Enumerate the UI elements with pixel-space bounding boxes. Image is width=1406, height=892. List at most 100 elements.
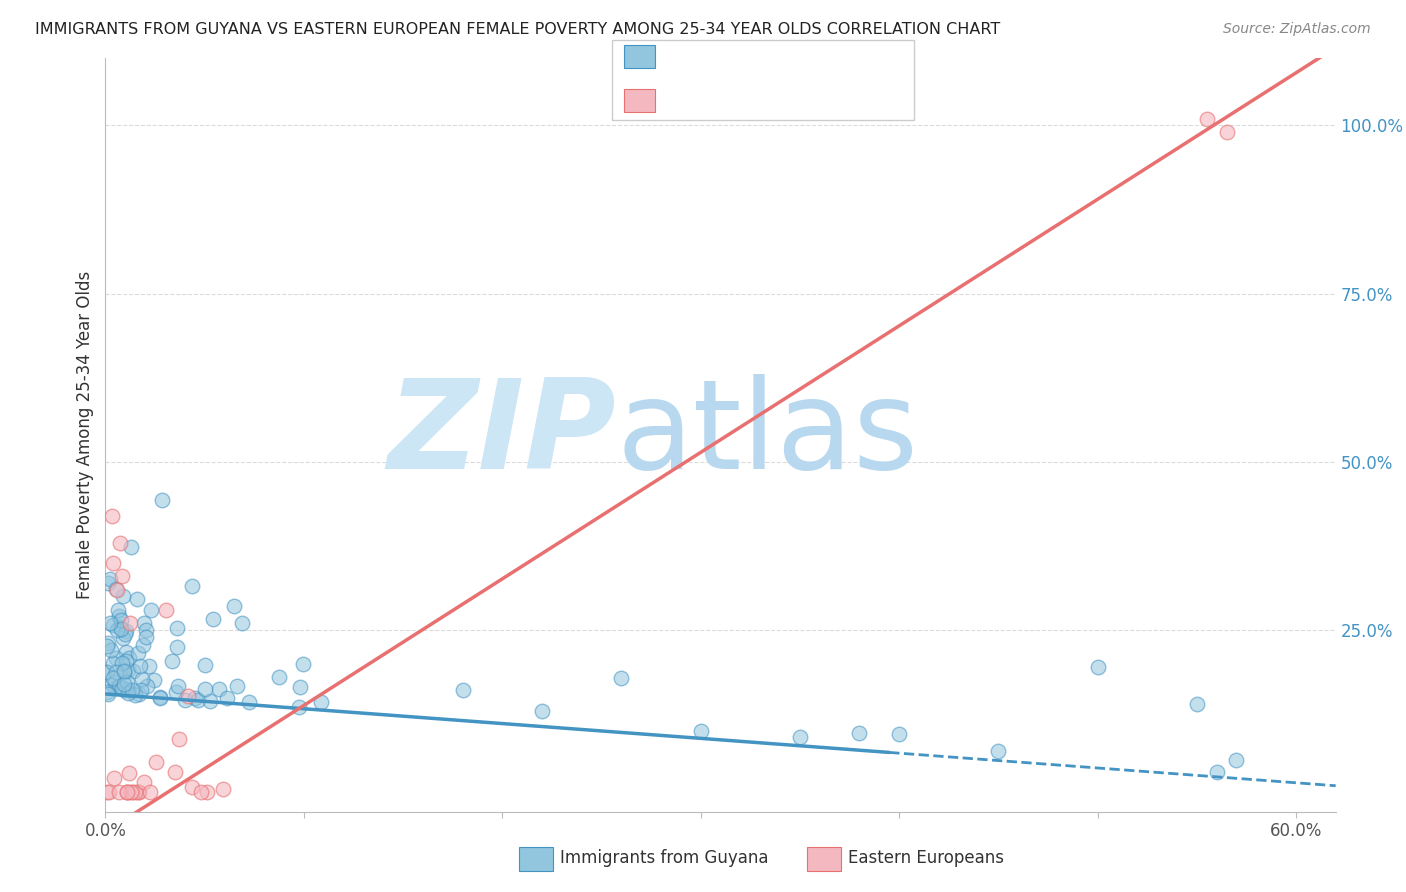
Point [96, 665, 118, 679]
Point [124, 688, 146, 702]
Point [121, 784, 143, 798]
Point [115, 624, 138, 639]
Point [118, 651, 141, 665]
Point [98, 573, 121, 587]
Point [1087, 659, 1109, 673]
Point [187, 693, 209, 707]
Text: ZIP: ZIP [387, 375, 616, 495]
Point [127, 784, 149, 798]
Point [238, 695, 260, 709]
Point [288, 700, 311, 714]
Point [309, 695, 332, 709]
Point [117, 683, 139, 698]
Point [155, 603, 177, 617]
Point [120, 784, 142, 798]
Point [103, 771, 125, 785]
Text: atlas: atlas [616, 375, 918, 495]
Point [129, 683, 152, 698]
Point [117, 663, 139, 677]
Point [267, 670, 290, 684]
Point [112, 682, 135, 697]
Point [292, 657, 315, 671]
Point [138, 659, 160, 673]
Point [142, 673, 165, 687]
Point [198, 694, 221, 708]
Point [167, 679, 190, 693]
Point [128, 659, 150, 673]
Text: 102: 102 [824, 47, 859, 65]
Point [124, 784, 146, 798]
Point [98, 615, 121, 630]
Point [111, 590, 134, 604]
Text: 32: 32 [824, 92, 853, 110]
Point [1205, 765, 1227, 780]
Point [194, 681, 217, 696]
Point [138, 784, 160, 798]
Point [128, 687, 150, 701]
Point [135, 624, 157, 638]
Point [231, 615, 253, 630]
Point [689, 724, 711, 739]
Text: Immigrants from Guyana: Immigrants from Guyana [560, 849, 768, 867]
Point [108, 679, 131, 693]
Point [139, 603, 162, 617]
Point [180, 780, 202, 795]
Point [111, 656, 134, 670]
Point [101, 677, 124, 691]
Point [114, 677, 136, 691]
Point [848, 725, 870, 739]
Point [103, 656, 125, 670]
Point [451, 682, 474, 697]
Point [222, 599, 245, 613]
Point [789, 730, 811, 744]
Point [108, 535, 131, 549]
Point [145, 755, 167, 769]
Point [112, 681, 135, 695]
Point [101, 618, 124, 632]
Point [166, 640, 188, 654]
Point [105, 582, 128, 597]
Point [150, 493, 173, 508]
Point [96, 685, 118, 699]
Point [100, 508, 122, 523]
Point [174, 692, 197, 706]
Text: R =: R = [665, 92, 702, 110]
Point [96, 665, 118, 679]
Point [177, 689, 200, 703]
Point [169, 731, 191, 746]
Point [115, 645, 138, 659]
Point [108, 609, 131, 624]
Text: R =: R = [665, 47, 702, 65]
Point [166, 621, 188, 635]
Point [530, 704, 553, 718]
Point [112, 631, 135, 645]
Point [212, 782, 235, 797]
Point [103, 671, 125, 685]
Point [110, 613, 132, 627]
Point [208, 682, 231, 697]
Point [1215, 125, 1237, 139]
Point [97, 687, 120, 701]
Point [114, 627, 136, 641]
Point [149, 690, 172, 705]
Point [105, 665, 128, 680]
Point [104, 681, 127, 696]
Point [97, 575, 120, 590]
Point [120, 616, 142, 631]
Point [117, 675, 139, 690]
Text: 0.779: 0.779 [707, 92, 761, 110]
Point [190, 784, 212, 798]
Point [101, 556, 124, 570]
Point [105, 624, 128, 638]
Point [194, 658, 217, 673]
Point [183, 691, 205, 706]
Point [202, 612, 225, 626]
Point [112, 664, 135, 678]
Point [104, 650, 127, 665]
Point [165, 685, 187, 699]
Point [1195, 112, 1218, 126]
Point [98, 784, 121, 798]
Point [100, 643, 122, 657]
Point [111, 681, 134, 695]
Point [115, 784, 138, 798]
